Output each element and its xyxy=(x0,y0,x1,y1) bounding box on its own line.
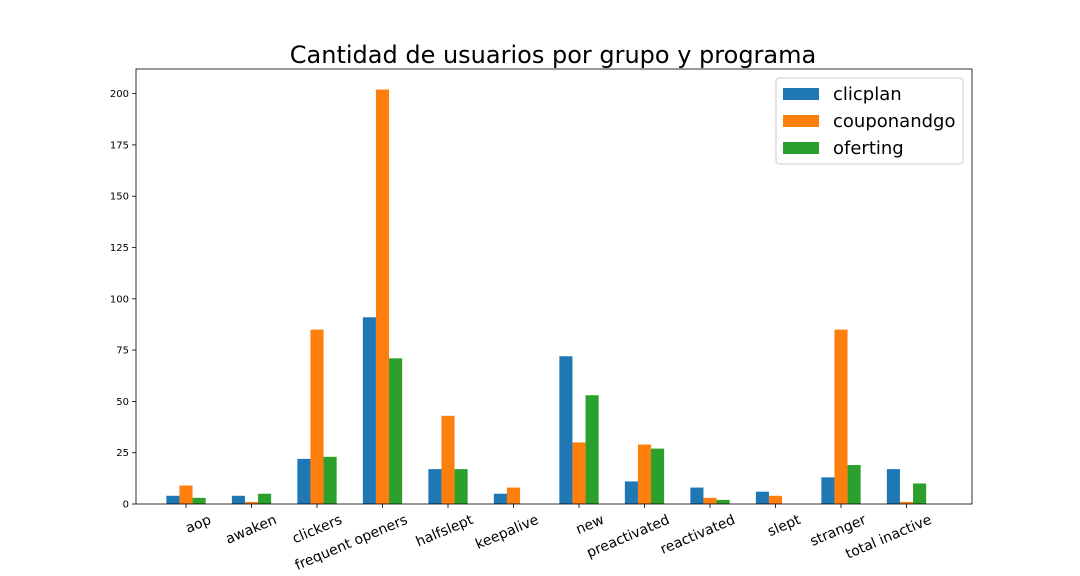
x-tick-label-halfslept: halfslept xyxy=(414,512,476,551)
legend: clicplan couponandgo oferting xyxy=(775,77,964,165)
bar-couponandgo-aop xyxy=(179,485,193,504)
bar-oferting-frequent-openers xyxy=(389,358,403,504)
bar-oferting-clickers xyxy=(323,456,337,504)
bar-couponandgo-new xyxy=(572,442,586,504)
bar-clicplan-clickers xyxy=(297,458,311,504)
bar-couponandgo-total-inactive xyxy=(899,501,914,504)
y-tick-label: 100 xyxy=(110,294,129,305)
series-clicplan xyxy=(166,317,900,504)
bar-clicplan-aop xyxy=(166,495,180,504)
y-tick-label: 125 xyxy=(110,243,129,254)
x-tick-label-new: new xyxy=(574,512,607,538)
bar-couponandgo-awaken xyxy=(244,501,259,504)
bar-couponandgo-reactivated xyxy=(703,497,717,504)
bar-clicplan-halfslept xyxy=(428,469,442,504)
bar-oferting-awaken xyxy=(258,493,272,504)
series-couponandgo xyxy=(179,89,914,505)
x-tick-label-aop: aop xyxy=(183,512,213,537)
bar-clicplan-slept xyxy=(755,491,769,504)
x-tick-label-awaken: awaken xyxy=(223,512,279,548)
legend-swatch-clicplan xyxy=(783,88,819,100)
legend-label-oferting: oferting xyxy=(833,138,904,159)
bar-clicplan-frequent-openers xyxy=(362,317,376,504)
x-tick-label-keepalive: keepalive xyxy=(473,512,541,553)
bar-clicplan-preactivated xyxy=(624,481,638,504)
bar-clicplan-total-inactive xyxy=(886,469,900,504)
bar-oferting-aop xyxy=(192,497,206,504)
y-tick-label: 200 xyxy=(110,89,129,100)
bar-oferting-halfslept xyxy=(454,469,468,504)
y-tick-label: 50 xyxy=(116,397,129,408)
bar-couponandgo-slept xyxy=(768,495,783,504)
plot-frame xyxy=(135,68,973,505)
legend-box xyxy=(775,77,964,165)
y-tick-label: 175 xyxy=(110,140,129,151)
bar-clicplan-stranger xyxy=(821,477,835,504)
bar-couponandgo-clickers xyxy=(310,329,324,504)
bar-couponandgo-preactivated xyxy=(637,444,652,504)
bar-oferting-stranger xyxy=(847,465,861,504)
bar-couponandgo-keepalive xyxy=(506,487,521,504)
bar-clicplan-awaken xyxy=(231,495,245,504)
bar-clicplan-keepalive xyxy=(493,493,507,504)
series-oferting xyxy=(192,358,927,504)
bar-oferting-preactivated xyxy=(651,448,665,504)
bar-oferting-new xyxy=(585,395,599,504)
y-tick-label: 0 xyxy=(123,500,129,511)
x-tick-label-reactivated: reactivated xyxy=(658,512,738,558)
bar-couponandgo-frequent-openers xyxy=(375,89,390,505)
legend-swatch-couponandgo xyxy=(783,115,819,127)
bar-clicplan-new xyxy=(559,356,573,504)
y-tick-label: 150 xyxy=(110,192,129,203)
legend-label-clicplan: clicplan xyxy=(833,84,902,105)
x-tick-label-frequent-openers: frequent openers xyxy=(293,512,410,574)
y-tick-label: 75 xyxy=(116,346,129,357)
chart-title: Cantidad de usuarios por grupo y program… xyxy=(290,41,816,69)
bar-couponandgo-stranger xyxy=(834,329,848,504)
y-tick-label: 25 xyxy=(116,448,129,459)
bar-couponandgo-halfslept xyxy=(441,415,455,504)
x-tick-label-slept: slept xyxy=(765,512,803,540)
legend-label-couponandgo: couponandgo xyxy=(833,111,955,132)
bar-clicplan-reactivated xyxy=(690,487,704,504)
bar-oferting-reactivated xyxy=(716,499,730,504)
bar-oferting-total-inactive xyxy=(913,483,927,504)
legend-swatch-oferting xyxy=(783,142,819,154)
